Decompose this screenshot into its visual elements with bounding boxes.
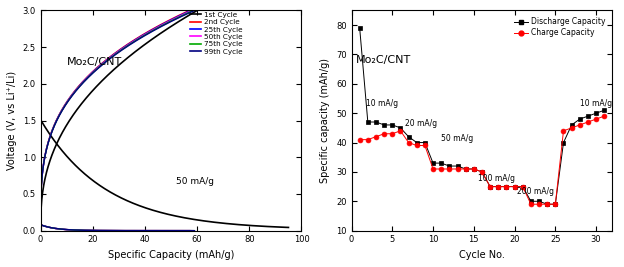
Text: 50 mA/g: 50 mA/g (441, 134, 474, 143)
Text: 50 mA/g: 50 mA/g (176, 177, 214, 186)
Text: 200 mA/g: 200 mA/g (517, 187, 554, 196)
Text: 10 mA/g: 10 mA/g (366, 99, 398, 108)
X-axis label: Specific Capacity (mAh/g): Specific Capacity (mAh/g) (108, 250, 234, 260)
Legend: Discharge Capacity, Charge Capacity: Discharge Capacity, Charge Capacity (511, 14, 608, 40)
Y-axis label: Voltage (V, vs Li⁺/Li): Voltage (V, vs Li⁺/Li) (7, 71, 17, 170)
Text: Mo₂C/CNT: Mo₂C/CNT (67, 57, 122, 68)
Text: Mo₂C/CNT: Mo₂C/CNT (356, 55, 411, 65)
X-axis label: Cycle No.: Cycle No. (459, 250, 505, 260)
Text: 10 mA/g: 10 mA/g (580, 99, 612, 108)
Text: 20 mA/g: 20 mA/g (404, 119, 437, 128)
Legend: 1st Cycle, 2nd Cycle, 25th Cycle, 50th Cycle, 75th Cycle, 99th Cycle: 1st Cycle, 2nd Cycle, 25th Cycle, 50th C… (190, 12, 243, 55)
Y-axis label: Specific capacity (mAh/g): Specific capacity (mAh/g) (321, 58, 331, 183)
Text: 100 mA/g: 100 mA/g (478, 174, 515, 183)
